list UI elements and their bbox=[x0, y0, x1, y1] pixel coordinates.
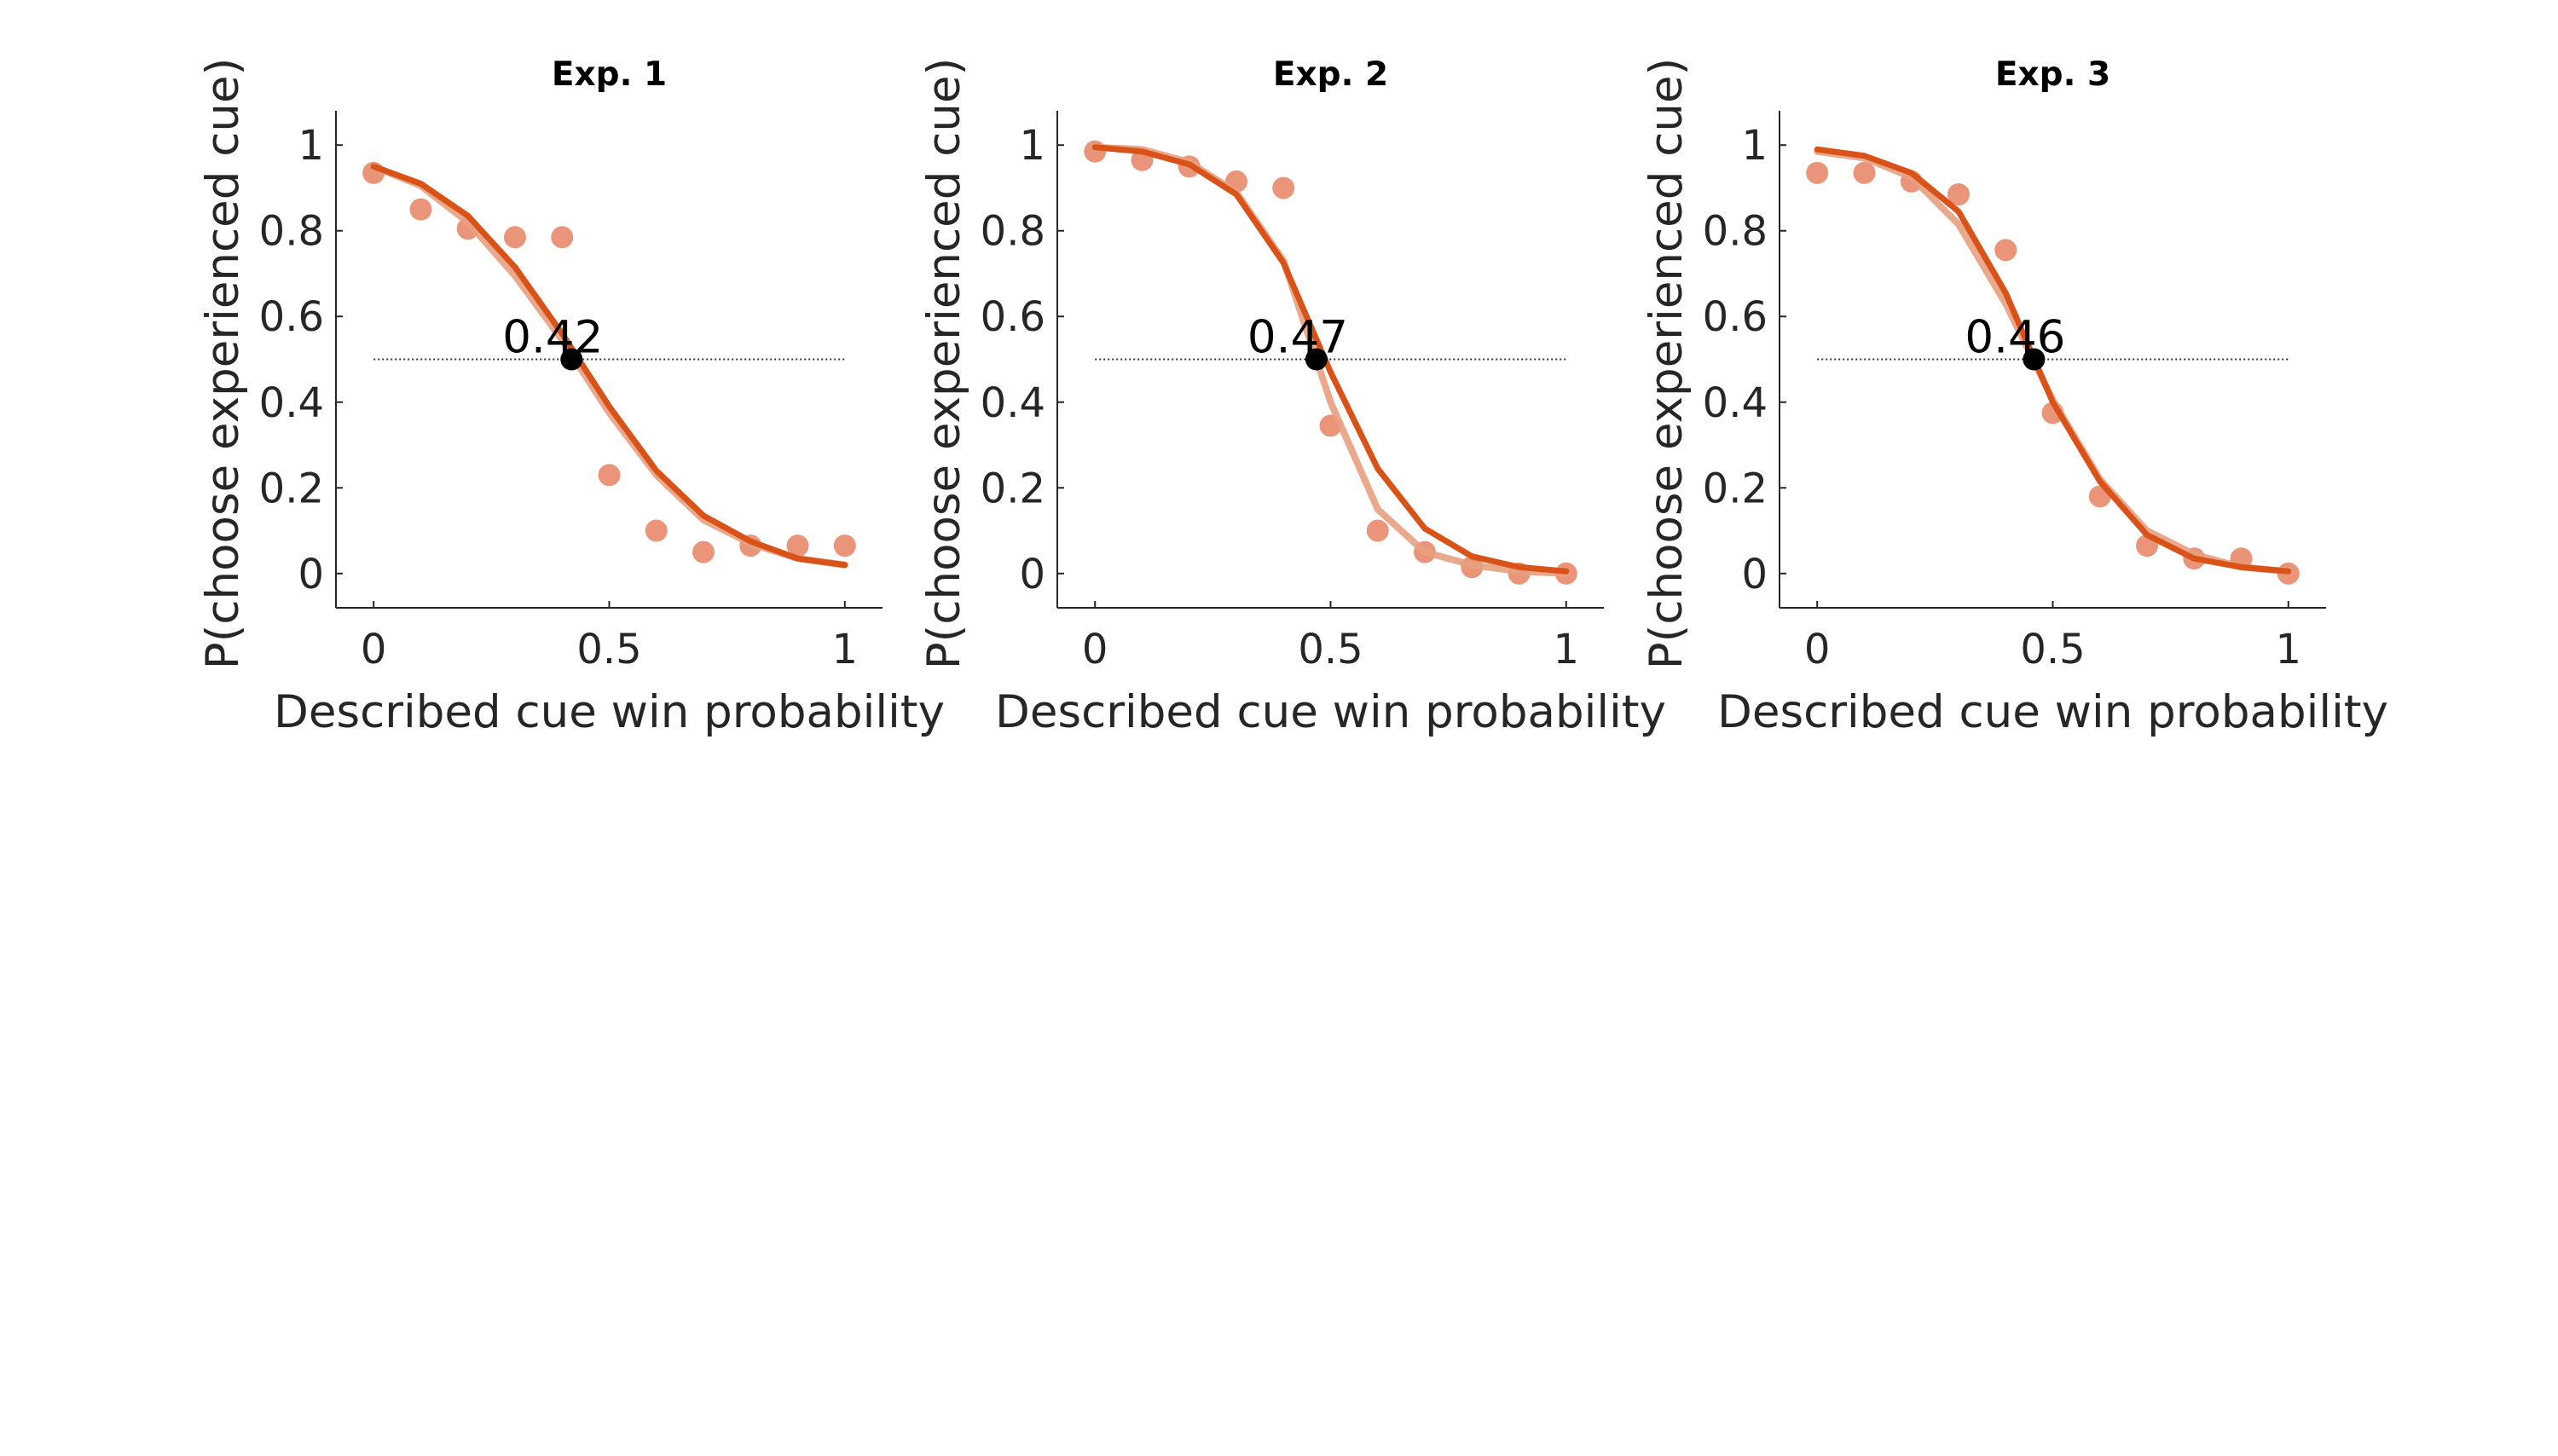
panel-3: 0 0.5 1 0 0.2 0.4 0.6 0.8 1 Exp. 3 Described cue w… bbox=[1641, 55, 2388, 738]
y-tick-label: 0 bbox=[1741, 551, 1768, 598]
data-point bbox=[1947, 183, 1970, 206]
y-axis-label: P(choose experienced cue) bbox=[1641, 58, 1693, 670]
data-point bbox=[409, 198, 432, 221]
x-axis-label: Described cue win probability bbox=[1717, 686, 2388, 738]
data-point bbox=[692, 540, 715, 563]
panel-1: 0 0.5 1 0 0.2 0.4 0.6 0.8 1 Exp. 1 Described cue w… bbox=[197, 55, 945, 738]
x-tick-label: 0 bbox=[1804, 626, 1831, 673]
model-fit-line bbox=[370, 163, 848, 569]
panel-2: 0 0.5 1 0 0.2 0.4 0.6 0.8 1 Exp. 2 Described cue w… bbox=[918, 55, 1666, 738]
y-axis-label: P(choose experienced cue) bbox=[918, 58, 970, 670]
x-tick-label: 0.5 bbox=[1298, 626, 1363, 673]
y-tick-label: 0.8 bbox=[981, 208, 1045, 256]
data-point bbox=[551, 226, 574, 249]
x-axis-label: Described cue win probability bbox=[274, 686, 945, 738]
y-tick-label: 0 bbox=[1019, 551, 1045, 598]
data-point bbox=[1366, 519, 1389, 542]
chart-title: Exp. 2 bbox=[1273, 55, 1388, 94]
x-tick-label: 0.5 bbox=[2020, 626, 2085, 673]
model-light-line bbox=[370, 163, 848, 569]
y-tick-label: 1 bbox=[298, 122, 324, 170]
y-tick-label: 0.2 bbox=[259, 465, 324, 512]
y-tick-label: 1 bbox=[1019, 122, 1045, 170]
x-tick-label: 0.5 bbox=[576, 626, 641, 673]
x-tick-label: 1 bbox=[832, 626, 859, 673]
x-tick-label: 1 bbox=[1554, 626, 1580, 673]
y-tick-label: 0.8 bbox=[259, 208, 324, 256]
y-tick-label: 0.2 bbox=[1703, 465, 1768, 512]
x-axis-label: Described cue win probability bbox=[995, 686, 1666, 738]
data-point bbox=[833, 534, 856, 558]
data-point bbox=[598, 464, 621, 487]
y-tick-label: 0.6 bbox=[259, 293, 324, 341]
threshold-point bbox=[1305, 348, 1328, 371]
data-point bbox=[1853, 161, 1876, 184]
x-tick-label: 0 bbox=[1082, 626, 1108, 673]
data-point bbox=[1084, 140, 1107, 163]
model-fit-line bbox=[1091, 144, 1570, 575]
y-tick-label: 0.6 bbox=[981, 293, 1045, 341]
y-tick-label: 0.4 bbox=[259, 379, 324, 427]
y-tick-label: 0.4 bbox=[981, 379, 1045, 427]
threshold-point bbox=[2023, 348, 2046, 371]
chart-title: Exp. 1 bbox=[552, 55, 667, 94]
threshold-label: 0.47 bbox=[1247, 312, 1348, 364]
x-tick-label: 0 bbox=[361, 626, 387, 673]
model-fit-line bbox=[1814, 146, 2292, 575]
threshold-label: 0.46 bbox=[1965, 312, 2065, 364]
data-point bbox=[1994, 239, 2017, 262]
y-tick-label: 0.6 bbox=[1703, 293, 1768, 341]
data-point bbox=[1806, 161, 1829, 184]
data-point bbox=[503, 226, 526, 249]
threshold-point bbox=[560, 348, 583, 371]
data-point bbox=[786, 534, 809, 558]
y-tick-label: 1 bbox=[1741, 122, 1768, 170]
chart-title: Exp. 3 bbox=[1995, 55, 2110, 94]
data-point bbox=[1272, 176, 1295, 199]
y-axis-label: P(choose experienced cue) bbox=[197, 58, 249, 670]
y-tick-label: 0.4 bbox=[1703, 379, 1768, 427]
y-tick-label: 0 bbox=[298, 551, 324, 598]
data-point bbox=[645, 519, 668, 542]
data-points-series bbox=[362, 161, 856, 563]
y-tick-label: 0.2 bbox=[981, 465, 1045, 512]
y-tick-label: 0.8 bbox=[1703, 208, 1768, 256]
x-tick-label: 1 bbox=[2276, 626, 2302, 673]
data-points-series bbox=[1806, 161, 2300, 585]
threshold-label: 0.42 bbox=[502, 312, 603, 364]
